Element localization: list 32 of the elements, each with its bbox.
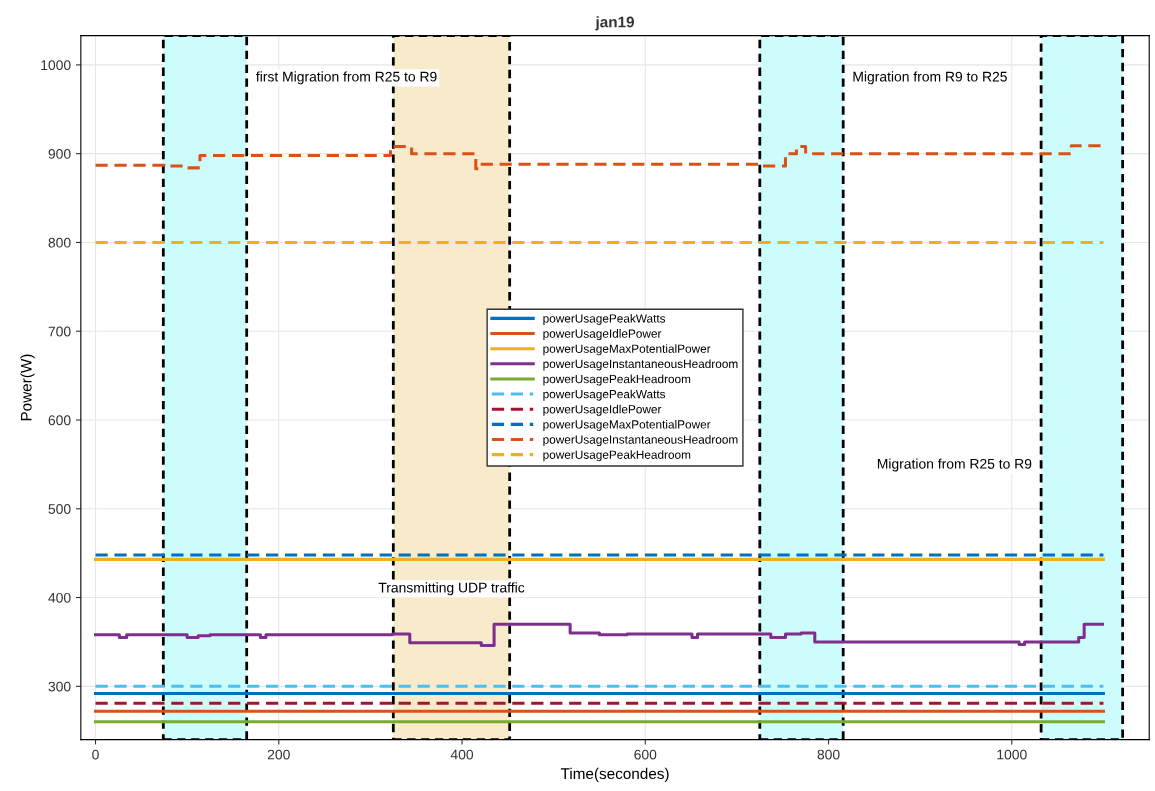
legend-label: powerUsageIdlePower bbox=[543, 404, 662, 416]
x-tick-label: 600 bbox=[634, 749, 657, 760]
x-tick-label: 200 bbox=[267, 749, 290, 760]
y-tick-label: 1000 bbox=[41, 60, 71, 71]
y-tick-label: 800 bbox=[48, 237, 71, 248]
x-tick-label: 800 bbox=[817, 749, 840, 760]
legend-label: powerUsageInstantaneousHeadroom bbox=[543, 359, 738, 371]
chart-title: jan19 bbox=[595, 16, 635, 31]
legend-label: powerUsagePeakWatts bbox=[543, 313, 666, 325]
band-label: Migration from R9 to R25 bbox=[853, 71, 1007, 85]
y-tick-label: 700 bbox=[48, 326, 71, 337]
x-tick-label: 1000 bbox=[997, 749, 1027, 760]
x-axis-title: Time(secondes) bbox=[560, 767, 669, 783]
y-tick-label: 600 bbox=[48, 415, 71, 426]
line-series bbox=[93, 622, 1105, 648]
y-tick-label: 900 bbox=[48, 149, 71, 159]
band-label: Transmitting UDP traffic bbox=[378, 582, 525, 596]
y-tick-label: 500 bbox=[48, 504, 71, 514]
x-tick-label: 0 bbox=[92, 749, 99, 760]
legend-label: powerUsagePeakHeadroom bbox=[543, 374, 691, 386]
legend-label: powerUsageIdlePower bbox=[543, 329, 662, 341]
legend-label: powerUsageMaxPotentialPower bbox=[543, 344, 711, 356]
y-axis-title: Power(W) bbox=[20, 354, 35, 421]
x-tick-label: 400 bbox=[450, 749, 474, 760]
band-label: first Migration from R25 to R9 bbox=[256, 71, 437, 85]
legend-label: powerUsagePeakWatts bbox=[543, 389, 666, 401]
y-tick-label: 300 bbox=[48, 681, 71, 692]
band-label: Migration from R25 to R9 bbox=[877, 458, 1032, 472]
y-tick-label: 400 bbox=[48, 592, 71, 603]
legend-label: powerUsageMaxPotentialPower bbox=[543, 419, 711, 431]
legend-label: powerUsagePeakHeadroom bbox=[543, 450, 691, 462]
legend-label: powerUsageInstantaneousHeadroom bbox=[543, 435, 738, 447]
